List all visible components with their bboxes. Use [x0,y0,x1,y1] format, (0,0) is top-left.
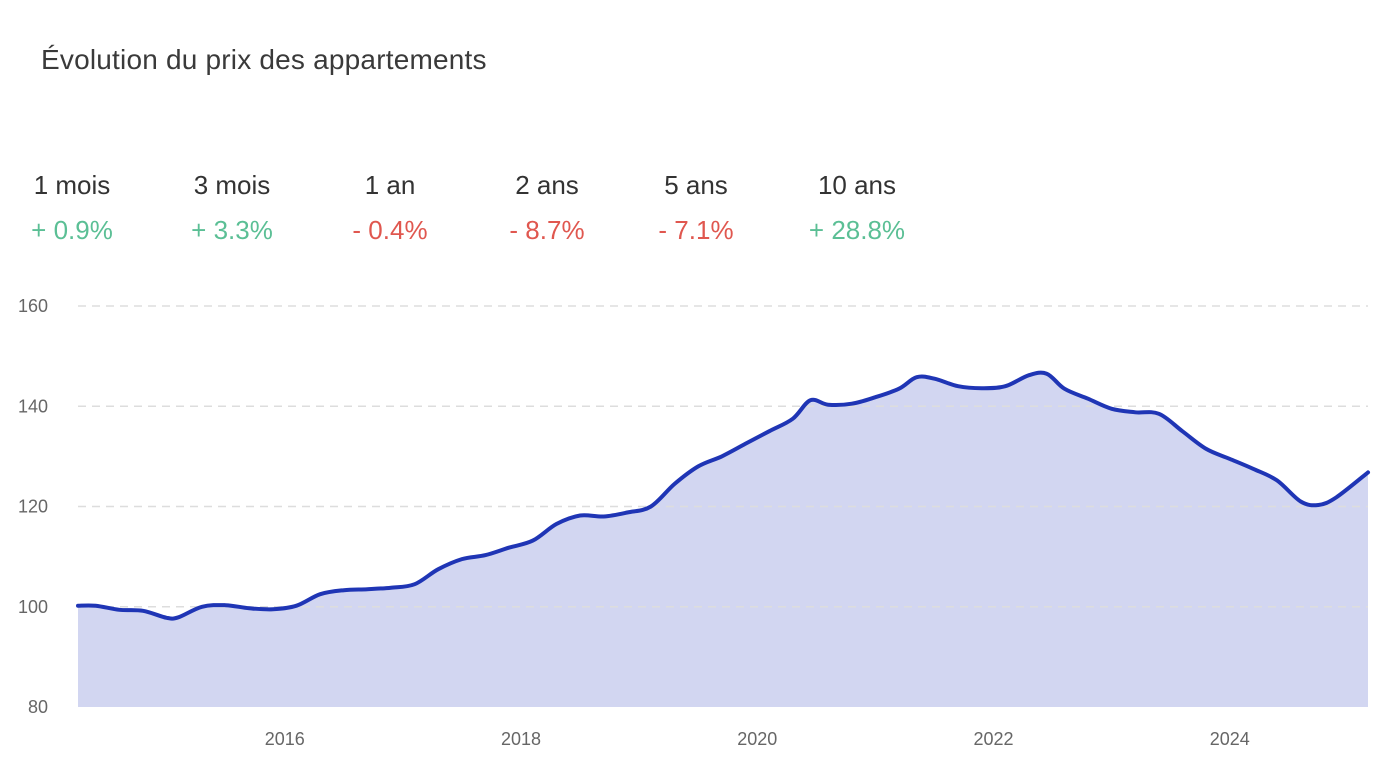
stat-value: + 0.9% [31,215,113,245]
stat-label: 3 mois [193,170,271,200]
stat-value: - 7.1% [658,215,734,245]
x-tick-label-2018: 2018 [501,729,541,749]
x-tick-label-2016: 2016 [265,729,305,749]
price-line [76,370,1370,621]
stat-1-month: 1 mois + 0.9% [22,170,122,246]
stat-2-years: 2 ans - 8.7% [497,170,597,246]
stat-label: 10 ans [817,170,897,200]
stat-value: + 28.8% [808,215,906,245]
y-tick-label-100: 100 [18,597,48,617]
stat-10-years: 10 ans + 28.8% [792,170,922,246]
stat-3-months: 3 mois + 3.3% [182,170,282,246]
x-tick-label-2022: 2022 [973,729,1013,749]
chart-title: Évolution du prix des appartements [41,44,487,75]
stat-label: 2 ans [515,170,579,200]
price-change-stats: 1 mois + 0.9% 3 mois + 3.3% 1 an - 0.4% … [0,170,1000,260]
x-tick-label-2024: 2024 [1210,729,1250,749]
stat-label: 1 an [364,170,416,200]
price-area-fill [78,372,1368,707]
stat-label: 1 mois [33,170,111,200]
stat-value: + 3.3% [191,215,273,245]
stat-value: - 8.7% [509,215,585,245]
stat-5-years: 5 ans - 7.1% [646,170,746,246]
y-tick-label-120: 120 [18,497,48,517]
stat-1-year: 1 an - 0.4% [340,170,440,246]
stat-value: - 0.4% [352,215,428,245]
x-tick-label-2020: 2020 [737,729,777,749]
y-tick-label-80: 80 [28,697,48,717]
y-tick-label-160: 160 [18,296,48,316]
stat-label: 5 ans [664,170,728,200]
y-tick-label-140: 140 [18,396,48,416]
